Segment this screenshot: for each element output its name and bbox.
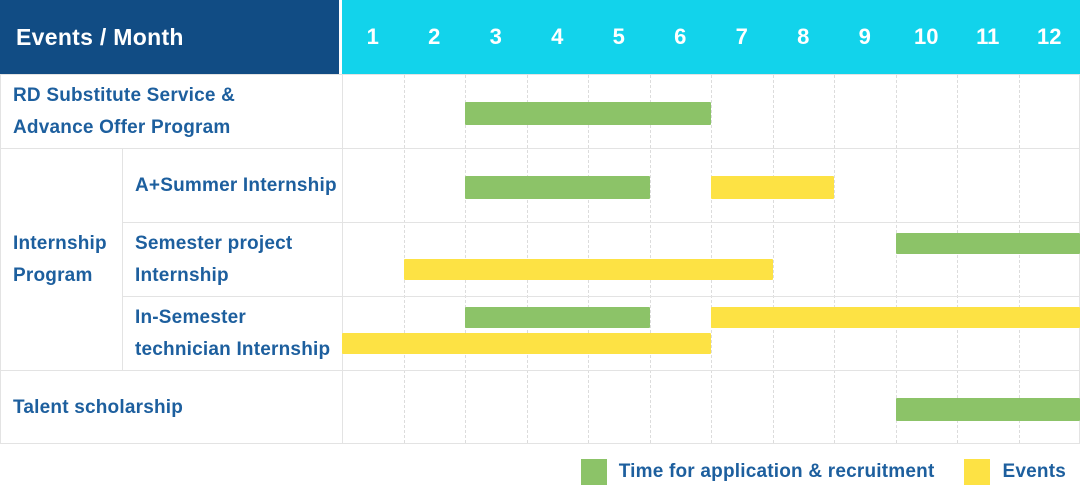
month-label: 4 <box>551 24 564 49</box>
month-label: 6 <box>674 24 687 49</box>
month-label: 12 <box>1037 24 1062 49</box>
gantt-bar-application <box>465 102 711 125</box>
month-gridline <box>834 75 835 443</box>
table-header: Events / Month 1 2 3 4 5 6 7 8 9 10 11 12 <box>0 0 1080 74</box>
month-gridline <box>895 75 897 443</box>
legend-swatch-application <box>580 459 607 485</box>
header-divider <box>339 0 342 74</box>
month-gridline <box>957 75 958 443</box>
month-gridline <box>772 75 774 443</box>
gantt-bar-application <box>895 398 1080 421</box>
events-month-header-cell: Events / Month <box>0 0 339 74</box>
month-label: 1 <box>366 24 379 49</box>
month-label: 2 <box>428 24 441 49</box>
group-column-divider <box>122 148 123 370</box>
gantt-bar-event <box>711 307 1080 328</box>
gantt-bar-application <box>465 307 650 328</box>
month-label: 9 <box>858 24 871 49</box>
month-label: 5 <box>612 24 625 49</box>
gantt-bar-event <box>342 333 711 354</box>
legend-item-event: Events <box>964 459 1066 485</box>
month-label: 10 <box>914 24 939 49</box>
row-label: A+Summer Internship <box>135 175 337 197</box>
events-month-header-label: Events / Month <box>16 23 184 50</box>
gantt-bar-application <box>895 233 1080 254</box>
legend: Time for application & recruitment Events <box>580 452 1066 492</box>
row-divider <box>1 370 1079 371</box>
label-column-divider <box>342 75 343 443</box>
row-divider <box>1 148 1079 149</box>
row-divider <box>123 296 1079 297</box>
legend-swatch-event <box>964 459 991 485</box>
legend-label: Time for application & recruitment <box>618 461 935 482</box>
gantt-bar-application <box>465 176 650 199</box>
month-label: 7 <box>735 24 748 49</box>
gantt-bar-event <box>403 259 773 280</box>
row-label: Semester project Internship <box>135 233 293 286</box>
table-body: RD Substitute Service & Advance Offer Pr… <box>0 74 1080 444</box>
month-gridline <box>1018 75 1020 443</box>
row-label: Talent scholarship <box>13 397 184 419</box>
group-label: Internship Program <box>13 233 107 286</box>
row-divider <box>123 222 1079 223</box>
month-label: 3 <box>489 24 502 49</box>
month-label: 8 <box>797 24 810 49</box>
gantt-bar-event <box>711 176 834 199</box>
legend-item-application: Time for application & recruitment <box>580 459 935 485</box>
row-label: RD Substitute Service & Advance Offer Pr… <box>13 85 236 138</box>
month-label: 11 <box>976 24 1000 49</box>
month-header-row: 1 2 3 4 5 6 7 8 9 10 11 12 <box>342 0 1080 74</box>
row-label: In-Semester technician Internship <box>135 307 331 360</box>
legend-label: Events <box>1002 461 1066 482</box>
